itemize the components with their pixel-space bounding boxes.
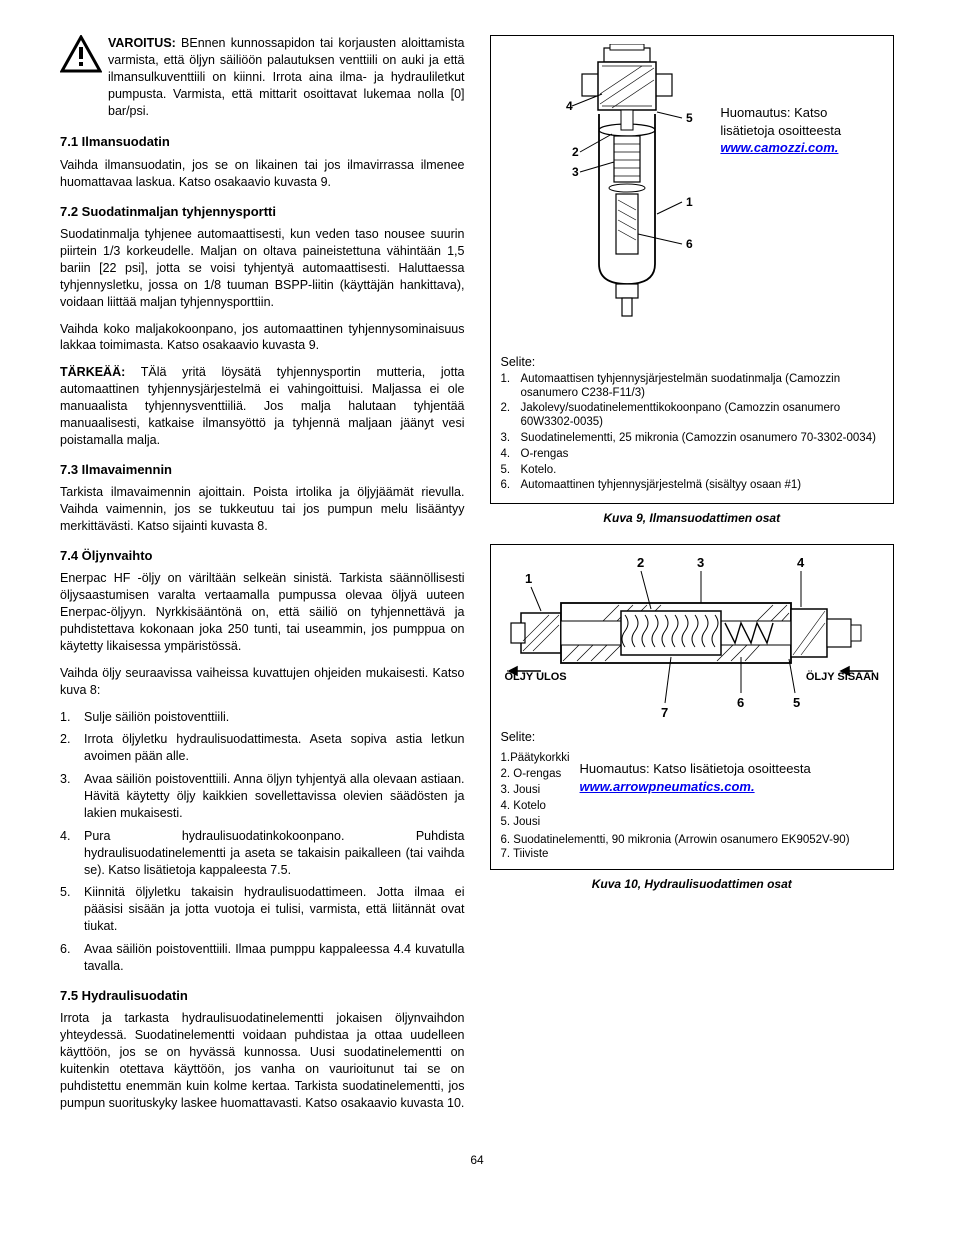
right-column: 4 2 3 5 1 6 Huomautus: Katso lisätietoja…	[490, 35, 895, 1122]
svg-text:3: 3	[697, 555, 704, 570]
fig9-label-5: 5	[686, 111, 693, 125]
warning-block: VAROITUS: BEnnen kunnossapidon tai korja…	[60, 35, 465, 119]
heading-7-4: 7.4 Öljynvaihto	[60, 547, 465, 565]
left-column: VAROITUS: BEnnen kunnossapidon tai korja…	[60, 35, 465, 1122]
heading-7-3: 7.3 Ilmavaimennin	[60, 461, 465, 479]
legend-item: 1.Päätykorkki	[501, 750, 570, 766]
para-7-3: Tarkista ilmavaimennin ajoittain. Poista…	[60, 484, 465, 535]
para-7-2-2: Vaihda koko maljakokoonpano, jos automaa…	[60, 321, 465, 355]
heading-7-2: 7.2 Suodatinmaljan tyhjennysportti	[60, 203, 465, 221]
para-7-2-important: TÄRKEÄÄ: TÄlä yritä löysätä tyhjennyspor…	[60, 364, 465, 448]
list-item: 1.Sulje säiliön poistoventtiili.	[60, 709, 465, 726]
fig9-label-1: 1	[686, 195, 693, 209]
heading-7-5: 7.5 Hydraulisuodatin	[60, 987, 465, 1005]
svg-text:5: 5	[793, 695, 800, 710]
legend-item: 4. Kotelo	[501, 798, 570, 814]
para-7-5: Irrota ja tarkasta hydraulisuodatineleme…	[60, 1010, 465, 1111]
svg-text:1: 1	[525, 571, 532, 586]
figure-10-caption: Kuva 10, Hydraulisuodattimen osat	[490, 876, 895, 892]
oil-in-label: ÖLJY SISÄÄN	[806, 670, 879, 685]
svg-text:7: 7	[661, 705, 668, 720]
fig9-legend: 1.Automaattisen tyhjennysjärjestelmän su…	[501, 373, 884, 493]
legend-item: 2.Jakolevy/suodatinelementtikokoonpano (…	[501, 402, 884, 430]
legend-item: 4.O-rengas	[501, 448, 884, 462]
legend-item: 3.Suodatinelementti, 25 mikronia (Camozz…	[501, 432, 884, 446]
fig9-legend-heading: Selite:	[501, 354, 884, 371]
svg-text:2: 2	[637, 555, 644, 570]
legend-item: 2. O-rengas	[501, 766, 570, 782]
legend-item: 6. Suodatinelementti, 90 mikronia (Arrow…	[501, 833, 884, 847]
list-item: 6.Avaa säiliön poistoventtiili. Ilmaa pu…	[60, 941, 465, 975]
para-7-2-1: Suodatinmalja tyhjenee automaattisesti, …	[60, 226, 465, 310]
svg-text:4: 4	[797, 555, 805, 570]
list-item: 2.Irrota öljyletku hydraulisuodattimesta…	[60, 731, 465, 765]
legend-item: 3. Jousi	[501, 782, 570, 798]
list-item: 5.Kiinnitä öljyletku takaisin hydraulisu…	[60, 884, 465, 935]
fig9-label-2: 2	[572, 145, 579, 159]
legend-item: 1.Automaattisen tyhjennysjärjestelmän su…	[501, 373, 884, 401]
para-7-4-1: Enerpac HF -öljy on väriltään selkeän si…	[60, 570, 465, 654]
important-label: TÄRKEÄÄ:	[60, 365, 125, 379]
list-7-4: 1.Sulje säiliön poistoventtiili. 2.Irrot…	[60, 709, 465, 975]
para-7-1: Vaihda ilmansuodatin, jos se on likainen…	[60, 157, 465, 191]
arrow-link[interactable]: www.arrowpneumatics.com.	[580, 779, 755, 794]
list-item: 4.Pura hydraulisuodatinkokoonpano. Puhdi…	[60, 828, 465, 879]
legend-item: 5. Jousi	[501, 814, 570, 830]
figure-9-diagram: 4 2 3 5 1 6	[542, 44, 712, 344]
figure-10-note: Huomautus: Katso lisätietoja osoitteesta…	[580, 760, 811, 795]
figure-9-note: Huomautus: Katso lisätietoja osoitteesta…	[720, 104, 841, 157]
warning-label: VAROITUS:	[108, 36, 176, 50]
svg-text:6: 6	[737, 695, 744, 710]
legend-item: 7. Tiiviste	[501, 847, 884, 861]
figure-9-caption: Kuva 9, Ilmansuodattimen osat	[490, 510, 895, 526]
fig9-label-3: 3	[572, 165, 579, 179]
figure-10-box: 1 2 3 4 5 6 7 ÖLJY ULOS ÖLJY SISÄÄN Seli…	[490, 544, 895, 870]
legend-item: 5.Kotelo.	[501, 464, 884, 478]
figure-10-diagram: 1 2 3 4 5 6 7	[501, 553, 881, 723]
figure-9-box: 4 2 3 5 1 6 Huomautus: Katso lisätietoja…	[490, 35, 895, 504]
page-number: 64	[60, 1152, 894, 1168]
heading-7-1: 7.1 Ilmansuodatin	[60, 133, 465, 151]
legend-item: 6.Automaattinen tyhjennysjärjestelmä (si…	[501, 479, 884, 493]
fig9-label-4: 4	[566, 99, 573, 113]
warning-icon	[60, 35, 102, 73]
list-item: 3.Avaa säiliön poistoventtiili. Anna ölj…	[60, 771, 465, 822]
camozzi-link[interactable]: www.camozzi.com.	[720, 140, 838, 155]
oil-out-label: ÖLJY ULOS	[505, 670, 567, 685]
fig9-label-6: 6	[686, 237, 693, 251]
para-7-4-2: Vaihda öljy seuraavissa vaiheissa kuvatt…	[60, 665, 465, 699]
fig10-legend-heading: Selite:	[501, 729, 884, 746]
